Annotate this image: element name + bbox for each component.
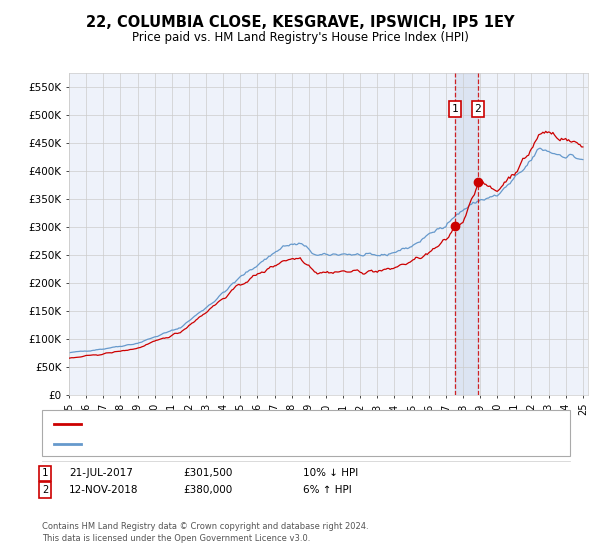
Text: 22, COLUMBIA CLOSE, KESGRAVE, IPSWICH, IP5 1EY (detached house): 22, COLUMBIA CLOSE, KESGRAVE, IPSWICH, I… bbox=[87, 419, 435, 430]
Text: £301,500: £301,500 bbox=[183, 468, 232, 478]
Text: 1: 1 bbox=[452, 104, 458, 114]
Text: 6% ↑ HPI: 6% ↑ HPI bbox=[303, 485, 352, 495]
Text: 12-NOV-2018: 12-NOV-2018 bbox=[69, 485, 139, 495]
Text: 1: 1 bbox=[42, 468, 48, 478]
Text: 2: 2 bbox=[42, 485, 48, 495]
Text: 21-JUL-2017: 21-JUL-2017 bbox=[69, 468, 133, 478]
Text: Contains HM Land Registry data © Crown copyright and database right 2024.
This d: Contains HM Land Registry data © Crown c… bbox=[42, 522, 368, 543]
Bar bbox=[455, 73, 478, 395]
Text: Price paid vs. HM Land Registry's House Price Index (HPI): Price paid vs. HM Land Registry's House … bbox=[131, 31, 469, 44]
Text: 10% ↓ HPI: 10% ↓ HPI bbox=[303, 468, 358, 478]
Text: HPI: Average price, detached house, East Suffolk: HPI: Average price, detached house, East… bbox=[87, 438, 331, 449]
Text: 2: 2 bbox=[475, 104, 481, 114]
Text: £380,000: £380,000 bbox=[183, 485, 232, 495]
Text: 22, COLUMBIA CLOSE, KESGRAVE, IPSWICH, IP5 1EY: 22, COLUMBIA CLOSE, KESGRAVE, IPSWICH, I… bbox=[86, 15, 514, 30]
